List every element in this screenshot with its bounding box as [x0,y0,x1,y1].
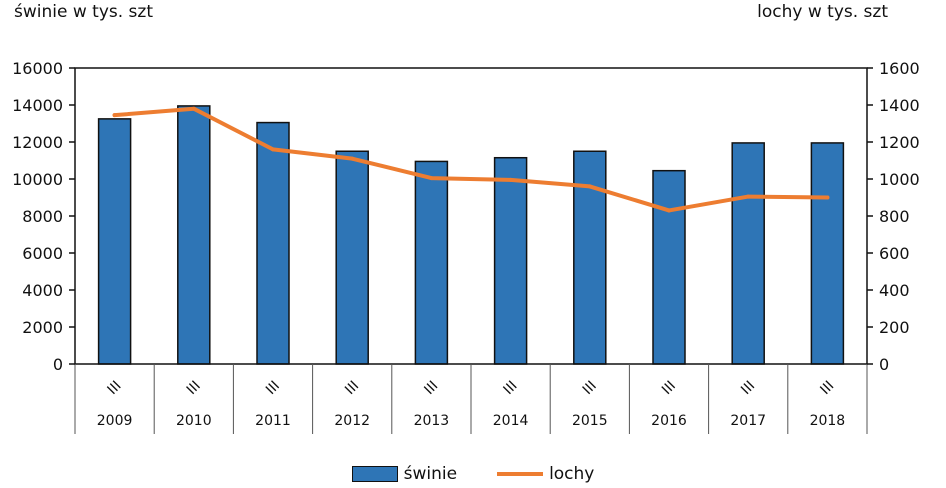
period-label: III [105,378,125,398]
right-tick-label: 200 [879,318,910,337]
bar-2015 [573,150,607,365]
right-tick-label: 1400 [879,96,920,115]
left-tick-label: 4000 [22,281,63,300]
legend: świnie lochy [0,464,946,484]
right-tick-label: 1000 [879,170,920,189]
bar-2011 [256,121,290,365]
right-tick-label: 600 [879,244,910,263]
left-tick-label: 16000 [12,59,63,78]
bar-2014 [493,156,528,365]
period-label: III [659,378,679,398]
period-label: III [421,378,441,398]
right-axis-title: lochy w tys. szt [757,2,888,22]
point-lochy-2017 [746,194,751,199]
right-tick-label: 400 [879,281,910,300]
year-label: 2012 [334,413,370,429]
left-tick-label: 0 [53,355,63,374]
right-tick-label: 1600 [879,59,920,78]
right-tick-label: 1200 [879,133,920,152]
point-lochy-2011 [271,147,275,152]
left-axis-title: świnie w tys. szt [14,2,153,22]
year-label: 2015 [572,413,608,429]
year-label: 2010 [176,413,212,429]
period-label: III [501,378,521,398]
point-lochy-2015 [587,184,592,189]
period-label: III [263,378,283,398]
bar-2013 [414,160,449,365]
legend-item-lochy: lochy [497,464,594,484]
legend-label-swinie: świnie [403,464,458,484]
period-label: III [580,378,600,398]
year-label: 2014 [493,413,529,429]
bar-2017 [731,142,765,365]
bar-2009 [97,118,132,365]
point-lochy-2018 [825,195,830,200]
point-lochy-2014 [508,177,513,182]
right-tick-label: 800 [879,207,910,226]
bar-2012 [335,150,369,365]
year-label: 2018 [810,413,846,429]
period-label: III [184,378,204,398]
left-tick-label: 14000 [12,96,63,115]
point-lochy-2010 [191,106,196,111]
year-label: 2009 [97,413,133,429]
left-tick-label: 2000 [22,318,63,337]
point-lochy-2009 [112,113,117,118]
legend-swatch-lochy [497,472,544,476]
left-tick-label: 8000 [22,207,63,226]
year-label: 2013 [414,413,450,429]
left-tick-label: 10000 [12,170,63,189]
legend-swatch-swinie [351,466,398,482]
year-label: 2016 [651,413,687,429]
point-lochy-2016 [667,208,671,213]
period-label: III [817,378,837,398]
period-label: III [342,378,362,398]
bar-2016 [652,169,686,365]
bar-2010 [177,105,211,365]
point-lochy-2012 [350,156,355,161]
period-label: III [738,378,758,398]
year-label: 2017 [730,413,766,429]
right-tick-label: 0 [879,355,889,374]
point-lochy-2013 [429,176,434,181]
bar-2018 [810,142,845,365]
left-tick-label: 6000 [22,244,63,263]
legend-item-swinie: świnie [351,464,458,484]
legend-label-lochy: lochy [549,464,595,484]
left-tick-label: 12000 [12,133,63,152]
year-label: 2011 [255,413,291,429]
line-lochy [112,106,830,213]
